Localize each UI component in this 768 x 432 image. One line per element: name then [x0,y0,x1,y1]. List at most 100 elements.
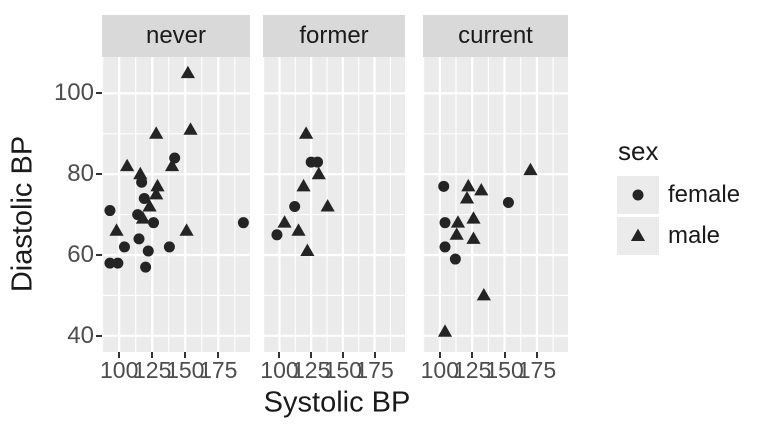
facet-strip: never [102,15,250,57]
x-tick-label: 150 [485,357,524,383]
data-point-female [439,217,451,229]
legend-items: female male [617,176,740,255]
facet-former: former 100 125 150 175 [260,15,405,398]
x-axis: 100 125 150 175 [260,352,405,398]
x-axis-title: Systolic BP [263,386,411,419]
x-tick-mark [341,352,344,358]
male-triangle-icon [630,228,646,241]
facet-panel [102,57,250,352]
x-tick-label: 175 [199,357,238,383]
x-tick-mark [184,352,187,358]
data-point-female [118,241,130,253]
data-point-male [523,162,538,176]
data-point-male [150,178,165,192]
data-point-female [140,261,152,273]
legend: sex female male [617,136,740,258]
data-point-female [163,241,175,253]
x-tick-label: 125 [133,357,172,383]
data-point-female [502,196,514,208]
data-point-female [104,205,116,217]
data-point-male [311,166,326,180]
x-tick-label: 100 [420,357,460,383]
data-point-male [164,158,180,172]
legend-item-label: male [668,222,721,249]
data-point-male [135,211,151,224]
data-point-female [142,245,154,257]
data-point-female [104,257,116,269]
data-point-female [148,217,160,229]
x-tick-label: 175 [517,357,557,383]
y-tick-label: 80 [67,160,94,188]
data-point-male [296,178,311,192]
data-point-female [112,257,124,269]
facet-panel [263,57,405,352]
data-point-male [109,223,124,236]
x-tick-mark [535,352,538,358]
legend-marker-male [630,228,646,241]
scatter-panel-canvas [423,57,568,352]
data-point-male [299,126,314,139]
facet-panel [423,57,568,352]
data-point-female [439,241,451,253]
x-tick-mark [278,352,281,358]
legend-key [617,217,659,255]
x-tick-label: 125 [453,357,492,383]
facet-strip-label: current [458,22,533,49]
scatter-panel-canvas [263,57,405,352]
x-tick-mark [118,352,121,358]
x-tick-mark [217,352,220,358]
data-point-female [138,192,150,204]
data-point-male [180,65,195,79]
facet-strip: former [263,15,405,57]
data-point-male [466,211,481,224]
data-point-male [142,199,157,212]
data-point-female [271,229,283,241]
data-point-female [312,156,324,168]
data-point-male [149,186,164,200]
y-tick-mark [96,92,102,95]
data-point-female [133,233,145,245]
data-point-male [183,122,198,135]
x-tick-label: 100 [260,357,299,383]
x-tick-label: 100 [99,357,139,383]
y-axis: 40 60 80 100 [0,57,102,352]
data-point-male [449,227,464,240]
data-point-male [437,324,453,337]
data-point-male [474,182,489,196]
x-tick-mark [151,352,154,358]
data-point-female [289,201,301,213]
data-point-male [320,199,335,212]
x-axis: 100 125 150 175 [420,352,568,398]
data-point-male [149,126,164,139]
data-point-male [133,166,148,180]
x-tick-label: 150 [323,357,363,383]
data-point-male [461,178,476,192]
data-point-female [438,180,450,192]
legend-item-female: female [617,176,740,214]
x-tick-mark [503,352,506,358]
data-point-male [300,243,315,256]
facet-strip-label: never [145,22,207,49]
x-tick-mark [438,352,441,358]
y-tick-label: 100 [53,79,94,107]
data-point-male [179,223,194,236]
x-tick-label: 125 [291,357,331,383]
data-point-male [120,158,135,172]
facet-strip-label: former [299,22,369,49]
data-point-female [237,217,249,229]
y-tick-label: 40 [67,321,94,349]
data-point-male [466,231,481,244]
data-point-male [459,191,475,204]
scatter-panel-canvas [102,57,250,352]
legend-key [617,176,659,214]
data-point-female [449,253,461,265]
legend-item-male: male [617,217,740,255]
data-point-male [450,215,466,228]
y-tick-mark [96,254,102,256]
x-tick-mark [471,352,474,358]
x-tick-label: 150 [166,357,205,383]
female-circle-icon [632,189,644,201]
x-tick-label: 175 [355,357,394,383]
x-tick-mark [310,352,313,358]
data-point-female [136,176,148,188]
